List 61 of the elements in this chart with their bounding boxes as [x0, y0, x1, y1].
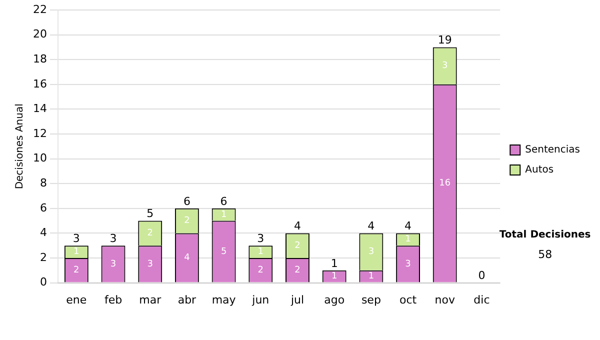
x-tick-label: may	[212, 293, 236, 306]
x-tick-label: dic	[474, 293, 490, 306]
total-label: 3	[72, 232, 80, 245]
data-label: 2	[147, 228, 153, 239]
x-tick-label: jul	[290, 293, 304, 306]
data-label: 3	[147, 259, 153, 270]
text: 58	[538, 248, 552, 261]
total-label: 0	[478, 269, 486, 282]
y-tick-label: 8	[40, 176, 47, 190]
total-label: 4	[404, 220, 412, 233]
data-label: 2	[294, 240, 300, 251]
data-label: 1	[405, 234, 411, 245]
data-label: 2	[294, 265, 300, 276]
data-label: 4	[184, 253, 190, 264]
x-tick-label: ago	[324, 293, 345, 306]
y-tick-label: 14	[32, 102, 47, 116]
total-label: 19	[438, 34, 452, 47]
y-tick-label: 18	[32, 52, 47, 66]
data-label: 3	[405, 259, 411, 270]
legend-label: Autos	[525, 164, 554, 176]
x-tick-label: oct	[399, 293, 418, 306]
total-label: 5	[146, 207, 154, 220]
data-label: 1	[368, 272, 374, 282]
x-tick-label: jun	[251, 293, 270, 306]
total-label: 4	[294, 220, 301, 233]
y-axis-title: Decisiones Anual	[14, 104, 26, 190]
data-label: 1	[74, 247, 80, 258]
data-label: 3	[110, 259, 116, 270]
y-tick-label: 4	[40, 226, 47, 240]
y-tick-label: 2	[40, 250, 47, 264]
total-label: 1	[330, 256, 338, 270]
data-label: 2	[184, 216, 190, 226]
data-label: 5	[220, 246, 227, 257]
data-label: 1	[220, 210, 227, 220]
data-label: 16	[439, 178, 451, 189]
x-tick-label: sep	[361, 293, 381, 306]
annotation: Total Decisiones	[499, 230, 591, 241]
y-tick-label: 20	[32, 28, 47, 41]
data-label: 2	[258, 265, 264, 276]
y-tick-label: 12	[32, 126, 47, 140]
total-label: 6	[183, 194, 190, 208]
data-label: 3	[368, 247, 374, 258]
y-tick-label: 0	[40, 276, 47, 289]
x-tick-label: abr	[178, 293, 197, 306]
y-tick-label: 16	[32, 77, 47, 90]
data-label: 3	[442, 61, 448, 72]
data-label: 2	[74, 265, 80, 276]
x-tick-label: mar	[139, 293, 162, 306]
y-tick-label: 22	[32, 2, 47, 16]
total-label: 4	[368, 220, 375, 233]
total-label: 6	[220, 194, 228, 208]
x-tick-label: ene	[66, 293, 87, 306]
y-tick-label: 6	[40, 201, 47, 214]
legend-label: Sentencias	[525, 144, 580, 156]
total-label: 3	[110, 232, 117, 245]
y-tick-label: 10	[32, 152, 47, 165]
x-tick-label: feb	[104, 293, 122, 306]
total-label: 3	[257, 232, 264, 245]
data-label: 1	[331, 272, 338, 282]
data-label: 1	[258, 247, 264, 258]
x-tick-label: nov	[434, 293, 456, 306]
